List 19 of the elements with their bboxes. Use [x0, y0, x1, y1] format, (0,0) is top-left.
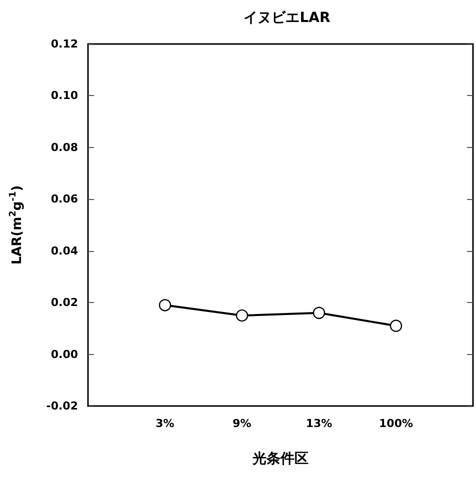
x-tick-label: 100%	[379, 417, 413, 430]
y-tick-label: -0.02	[46, 400, 78, 412]
y-axis-title: LAR(m2g-1)	[8, 185, 25, 265]
point	[312, 306, 326, 320]
x-tick-label: 3%	[156, 417, 174, 430]
y-tick-label: 0.12	[50, 38, 78, 50]
y-tick-label: 0.10	[50, 89, 78, 102]
point	[236, 309, 248, 322]
point	[390, 320, 402, 332]
x-tick-label: 13%	[306, 417, 332, 430]
y-tick-label: 0.08	[50, 140, 78, 154]
y-tick-label: 0.02	[50, 296, 78, 310]
chart-title: イヌビエLAR	[244, 10, 330, 26]
y-tick-label: 0.04	[50, 244, 78, 258]
y-tick-label: 0.06	[50, 192, 78, 206]
y-tick-label: 0.00	[50, 348, 78, 361]
x-tick-label: 9%	[232, 417, 252, 430]
x-axis-title: 光条件区	[252, 451, 308, 467]
point	[158, 299, 172, 312]
